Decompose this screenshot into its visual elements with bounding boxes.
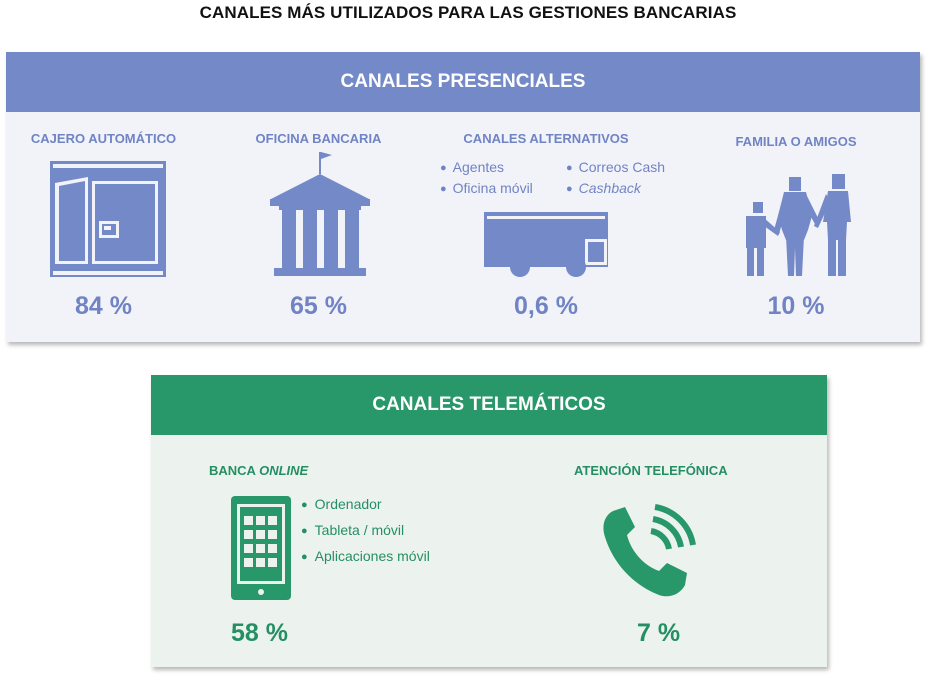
bullet-aplicaciones-movil: ● Aplicaciones móvil (301, 548, 430, 564)
bullet-ordenador: ● Ordenador (301, 496, 382, 512)
bullet-cashback: ● Cashback (566, 180, 641, 196)
bullet-oficina-movil: ● Oficina móvil (440, 180, 533, 196)
bullet-correos-cash: ● Correos Cash (566, 159, 666, 175)
page-title: CANALES MÁS UTILIZADOS PARA LAS GESTIONE… (199, 3, 737, 22)
telematicos-panel: CANALES TELEMÁTICOS BANCA ONLINE ● Ordena… (151, 375, 827, 667)
presenciales-panel: CANALES PRESENCIALES CAJERO AUTOMÁTICO 8… (6, 52, 920, 342)
online-banking-label: BANCA ONLINE (209, 463, 309, 478)
delivery-van-icon (484, 212, 608, 277)
alt-channels-label: CANALES ALTERNATIVOS (463, 131, 629, 146)
alt-channels-percent: 0,6 % (514, 292, 578, 320)
smartphone-icon (231, 496, 291, 600)
atm-label: CAJERO AUTOMÁTICO (30, 131, 177, 146)
bullet-agentes: ● Agentes (440, 159, 505, 175)
bullet-tableta-movil: ● Tableta / móvil (301, 522, 405, 538)
phone-handset-icon (603, 504, 696, 597)
phone-support-percent: 7 % (637, 619, 681, 647)
bank-office-percent: 65 % (290, 292, 347, 320)
family-friends-label: FAMILIA O AMIGOS (735, 134, 857, 149)
family-friends-percent: 10 % (767, 292, 825, 320)
presenciales-header: CANALES PRESENCIALES (6, 52, 920, 112)
bank-office-label: OFICINA BANCARIA (255, 131, 382, 146)
atm-percent: 84 % (75, 292, 132, 320)
atm-icon (50, 161, 166, 277)
phone-support-label: ATENCIÓN TELEFÓNICA (574, 463, 728, 478)
bank-building-icon (270, 152, 370, 276)
family-icon (746, 174, 851, 276)
online-banking-percent: 58 % (231, 619, 288, 647)
telematicos-header: CANALES TELEMÁTICOS (151, 375, 827, 435)
